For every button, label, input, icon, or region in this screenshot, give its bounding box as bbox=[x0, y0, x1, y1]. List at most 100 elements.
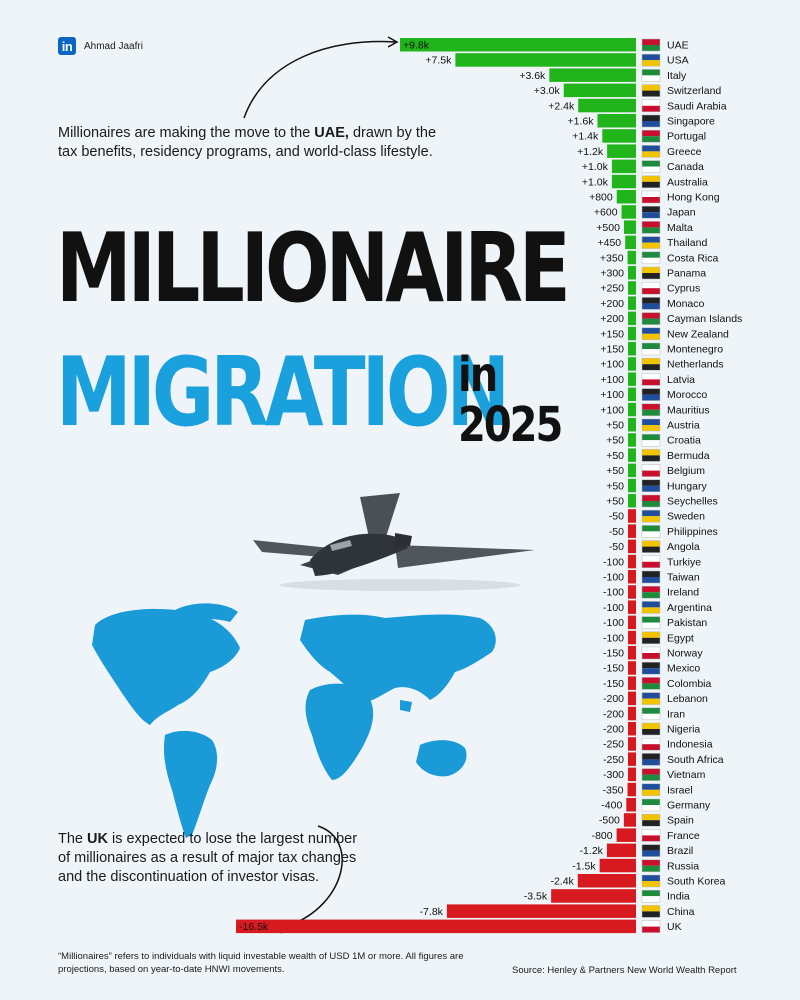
value-label: +7.5k bbox=[425, 55, 452, 67]
country-label: Iran bbox=[667, 708, 685, 720]
country-label: Vietnam bbox=[667, 769, 706, 781]
country-label: Taiwan bbox=[667, 572, 700, 584]
bar-belgium bbox=[628, 463, 636, 478]
flag-icon bbox=[641, 342, 661, 356]
flag-icon bbox=[641, 920, 661, 933]
value-label: +3.6k bbox=[519, 70, 546, 82]
flag-icon bbox=[641, 84, 661, 97]
value-label: -2.4k bbox=[550, 876, 574, 888]
value-label: +50 bbox=[606, 450, 624, 462]
value-label: -100 bbox=[603, 572, 624, 584]
country-label: Philippines bbox=[667, 526, 718, 538]
value-label: +1.2k bbox=[577, 146, 604, 158]
bar-uk bbox=[236, 919, 636, 934]
country-label: Singapore bbox=[667, 116, 715, 128]
country-label: Austria bbox=[667, 420, 700, 432]
country-label: Bermuda bbox=[667, 450, 710, 462]
bar-uae bbox=[400, 38, 636, 52]
flag-icon bbox=[641, 859, 661, 873]
value-label: -1.2k bbox=[580, 845, 604, 857]
value-label: +100 bbox=[600, 404, 624, 416]
flag-icon bbox=[641, 509, 661, 523]
bar-montenegro bbox=[628, 342, 636, 356]
bar-italy bbox=[549, 68, 636, 82]
flag-icon bbox=[641, 677, 661, 690]
flag-icon bbox=[641, 281, 661, 295]
flag-icon bbox=[641, 631, 661, 645]
bar-germany bbox=[626, 798, 636, 812]
country-label: Canada bbox=[667, 161, 704, 173]
country-label: Netherlands bbox=[667, 359, 724, 371]
flag-icon bbox=[641, 753, 661, 766]
flag-icon bbox=[641, 661, 661, 675]
flag-icon bbox=[641, 327, 661, 341]
flag-icon bbox=[641, 494, 661, 508]
value-label: -400 bbox=[601, 800, 622, 812]
value-label: -7.8k bbox=[420, 906, 444, 918]
flag-icon bbox=[641, 707, 661, 721]
bar-russia bbox=[599, 858, 636, 873]
flag-icon bbox=[641, 373, 661, 386]
flag-icon bbox=[641, 464, 661, 477]
flag-icon bbox=[641, 585, 661, 599]
value-label: +250 bbox=[600, 283, 624, 295]
flag-icon bbox=[641, 449, 661, 462]
value-label: -200 bbox=[603, 708, 624, 720]
flag-icon bbox=[641, 905, 661, 918]
country-label: Hong Kong bbox=[667, 192, 720, 204]
country-label: Costa Rica bbox=[667, 252, 719, 264]
flag-icon bbox=[641, 266, 661, 280]
country-label: Indonesia bbox=[667, 739, 713, 751]
value-label: +1.4k bbox=[572, 131, 599, 143]
bar-egypt bbox=[628, 630, 636, 645]
value-label: +200 bbox=[600, 313, 624, 325]
bar-india bbox=[551, 889, 636, 903]
flag-icon bbox=[641, 813, 661, 827]
value-label: -250 bbox=[603, 754, 624, 766]
country-label: Greece bbox=[667, 146, 702, 158]
flag-icon bbox=[641, 525, 661, 538]
value-label: -150 bbox=[603, 648, 624, 660]
bar-taiwan bbox=[628, 570, 636, 584]
bar-iran bbox=[628, 706, 636, 721]
flag-icon bbox=[641, 479, 661, 493]
flag-icon bbox=[641, 312, 661, 325]
country-label: Croatia bbox=[667, 435, 701, 447]
value-label: -100 bbox=[603, 617, 624, 629]
flag-icon bbox=[641, 297, 661, 310]
country-label: Panama bbox=[667, 268, 706, 280]
value-label: +1.0k bbox=[582, 161, 609, 173]
bar-ireland bbox=[628, 585, 636, 599]
country-label: Saudi Arabia bbox=[667, 100, 727, 112]
value-label: +450 bbox=[598, 237, 622, 249]
bar-argentina bbox=[628, 600, 636, 614]
value-label: -200 bbox=[603, 724, 624, 736]
country-label: Malta bbox=[667, 222, 693, 234]
value-label: +1.6k bbox=[567, 116, 594, 128]
country-label: Seychelles bbox=[667, 496, 718, 508]
flag-icon bbox=[641, 889, 661, 903]
flag-icon bbox=[641, 874, 661, 888]
country-label: Mexico bbox=[667, 663, 700, 675]
value-label: -800 bbox=[592, 830, 613, 842]
bar-croatia bbox=[628, 433, 636, 447]
bar-south-africa bbox=[628, 752, 636, 766]
country-label: Mauritius bbox=[667, 404, 710, 416]
value-label: +50 bbox=[606, 420, 624, 432]
value-label: -50 bbox=[609, 541, 624, 553]
bar-france bbox=[616, 828, 636, 842]
bar-malta bbox=[623, 220, 636, 234]
flag-icon bbox=[641, 160, 661, 173]
flag-icon bbox=[641, 236, 661, 249]
value-label: -150 bbox=[603, 678, 624, 690]
flag-icon bbox=[641, 646, 661, 660]
value-label: -100 bbox=[603, 556, 624, 568]
value-label: -100 bbox=[603, 587, 624, 599]
country-label: New Zealand bbox=[667, 328, 729, 340]
flag-icon bbox=[641, 844, 661, 857]
bar-hong-kong bbox=[616, 190, 636, 204]
country-label: Nigeria bbox=[667, 724, 700, 736]
world-map-icon bbox=[92, 603, 496, 838]
country-label: India bbox=[667, 891, 690, 903]
